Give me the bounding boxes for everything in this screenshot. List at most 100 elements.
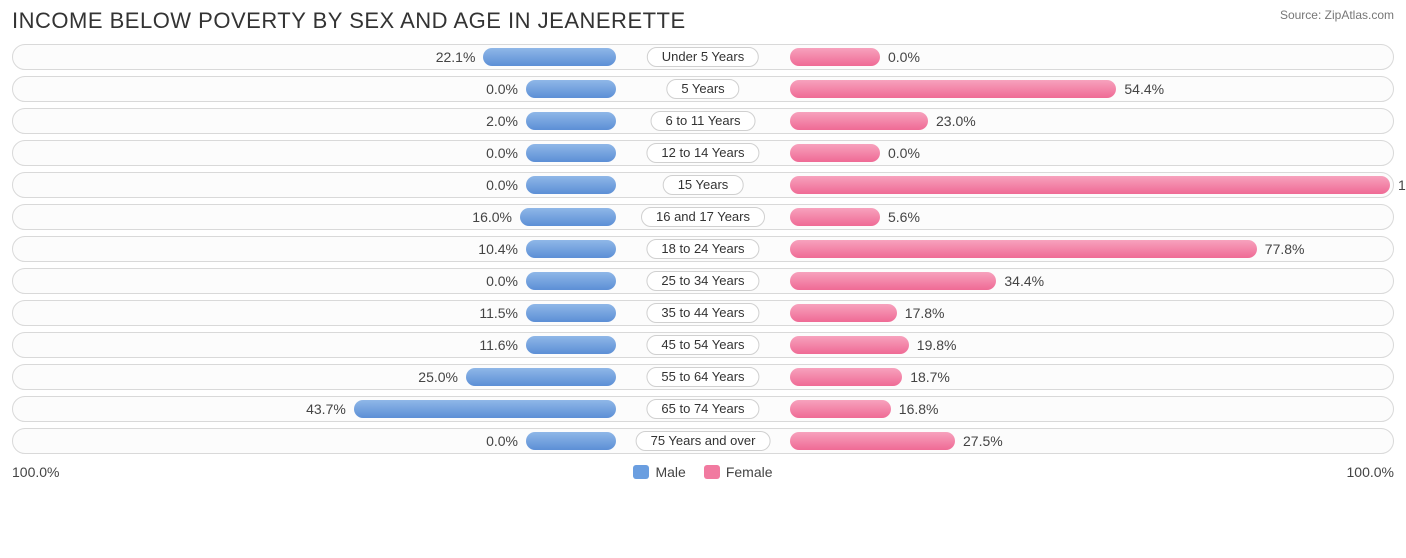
- male-half: 11.5%: [16, 301, 616, 325]
- female-half: 5.6%: [790, 205, 1390, 229]
- female-value-label: 19.8%: [909, 337, 965, 353]
- male-half: 43.7%: [16, 397, 616, 421]
- female-value-label: 77.8%: [1257, 241, 1313, 257]
- female-half: 17.8%: [790, 301, 1390, 325]
- male-half: 22.1%: [16, 45, 616, 69]
- male-value-label: 22.1%: [428, 49, 484, 65]
- age-label-pill: 16 and 17 Years: [641, 207, 765, 227]
- female-bar: [790, 272, 996, 290]
- chart-row: 25.0% 18.7% 55 to 64 Years: [12, 364, 1394, 390]
- male-half: 10.4%: [16, 237, 616, 261]
- male-half: 2.0%: [16, 109, 616, 133]
- female-half: 0.0%: [790, 141, 1390, 165]
- male-bar: [526, 304, 616, 322]
- chart-footer: 100.0% Male Female 100.0%: [12, 464, 1394, 480]
- chart-header: INCOME BELOW POVERTY BY SEX AND AGE IN J…: [12, 8, 1394, 34]
- female-bar: [790, 400, 891, 418]
- male-value-label: 2.0%: [478, 113, 526, 129]
- male-value-label: 0.0%: [478, 177, 526, 193]
- female-half: 34.4%: [790, 269, 1390, 293]
- age-label-pill: 35 to 44 Years: [646, 303, 759, 323]
- female-value-label: 18.7%: [902, 369, 958, 385]
- male-bar: [466, 368, 616, 386]
- legend-label-female: Female: [726, 464, 773, 480]
- chart-rows: 22.1% 0.0% Under 5 Years 0.0% 54.4% 5 Years 2.…: [12, 44, 1394, 454]
- poverty-tornado-chart: INCOME BELOW POVERTY BY SEX AND AGE IN J…: [0, 0, 1406, 486]
- male-half: 0.0%: [16, 269, 616, 293]
- female-half: 77.8%: [790, 237, 1390, 261]
- male-half: 0.0%: [16, 141, 616, 165]
- age-label-pill: 5 Years: [666, 79, 739, 99]
- male-bar: [526, 112, 616, 130]
- female-half: 18.7%: [790, 365, 1390, 389]
- female-half: 19.8%: [790, 333, 1390, 357]
- male-half: 0.0%: [16, 77, 616, 101]
- male-bar: [483, 48, 616, 66]
- swatch-male: [633, 465, 649, 479]
- female-value-label: 16.8%: [891, 401, 947, 417]
- female-bar: [790, 208, 880, 226]
- age-label-pill: 6 to 11 Years: [651, 111, 756, 131]
- female-bar: [790, 336, 909, 354]
- age-label-pill: 18 to 24 Years: [646, 239, 759, 259]
- female-value-label: 27.5%: [955, 433, 1011, 449]
- female-half: 0.0%: [790, 45, 1390, 69]
- chart-row: 22.1% 0.0% Under 5 Years: [12, 44, 1394, 70]
- age-label-pill: 45 to 54 Years: [646, 335, 759, 355]
- chart-row: 43.7% 16.8% 65 to 74 Years: [12, 396, 1394, 422]
- male-value-label: 0.0%: [478, 433, 526, 449]
- female-value-label: 23.0%: [928, 113, 984, 129]
- chart-row: 16.0% 5.6% 16 and 17 Years: [12, 204, 1394, 230]
- age-label-pill: 65 to 74 Years: [646, 399, 759, 419]
- age-label-pill: 75 Years and over: [636, 431, 771, 451]
- male-value-label: 0.0%: [478, 145, 526, 161]
- female-bar: [790, 144, 880, 162]
- chart-row: 0.0%34.4%25 to 34 Years: [12, 268, 1394, 294]
- female-bar: [790, 432, 955, 450]
- axis-right-max: 100.0%: [1347, 464, 1394, 480]
- male-bar: [520, 208, 616, 226]
- chart-row: 11.6% 19.8% 45 to 54 Years: [12, 332, 1394, 358]
- male-value-label: 11.6%: [471, 337, 526, 353]
- female-bar: [790, 368, 902, 386]
- female-half: 16.8%: [790, 397, 1390, 421]
- chart-row: 11.5% 17.8% 35 to 44 Years: [12, 300, 1394, 326]
- male-value-label: 43.7%: [298, 401, 354, 417]
- legend-item-male: Male: [633, 464, 685, 480]
- chart-row: 0.0%0.0%12 to 14 Years: [12, 140, 1394, 166]
- male-value-label: 10.4%: [470, 241, 526, 257]
- female-half: 23.0%: [790, 109, 1390, 133]
- age-label-pill: Under 5 Years: [647, 47, 759, 67]
- female-half: 27.5%: [790, 429, 1390, 453]
- chart-row: 2.0% 23.0% 6 to 11 Years: [12, 108, 1394, 134]
- male-value-label: 25.0%: [410, 369, 466, 385]
- male-half: 11.6%: [16, 333, 616, 357]
- male-bar: [526, 176, 616, 194]
- legend: Male Female: [633, 464, 772, 480]
- male-bar: [526, 336, 616, 354]
- male-value-label: 11.5%: [471, 305, 526, 321]
- female-value-label: 0.0%: [880, 145, 928, 161]
- male-bar: [526, 144, 616, 162]
- female-bar: [790, 48, 880, 66]
- female-half: 100.0%: [790, 173, 1390, 197]
- chart-row: 0.0% 27.5% 75 Years and over: [12, 428, 1394, 454]
- female-value-label: 54.4%: [1116, 81, 1172, 97]
- male-bar: [526, 432, 616, 450]
- male-half: 25.0%: [16, 365, 616, 389]
- male-half: 0.0%: [16, 429, 616, 453]
- female-bar: [790, 304, 897, 322]
- swatch-female: [704, 465, 720, 479]
- female-bar: [790, 112, 928, 130]
- male-half: 16.0%: [16, 205, 616, 229]
- male-half: 0.0%: [16, 173, 616, 197]
- male-value-label: 0.0%: [478, 273, 526, 289]
- chart-title: INCOME BELOW POVERTY BY SEX AND AGE IN J…: [12, 8, 686, 34]
- female-value-label: 5.6%: [880, 209, 928, 225]
- female-bar: [790, 176, 1390, 194]
- legend-item-female: Female: [704, 464, 773, 480]
- age-label-pill: 55 to 64 Years: [646, 367, 759, 387]
- axis-left-max: 100.0%: [12, 464, 59, 480]
- female-half: 54.4%: [790, 77, 1390, 101]
- female-bar: [790, 240, 1257, 258]
